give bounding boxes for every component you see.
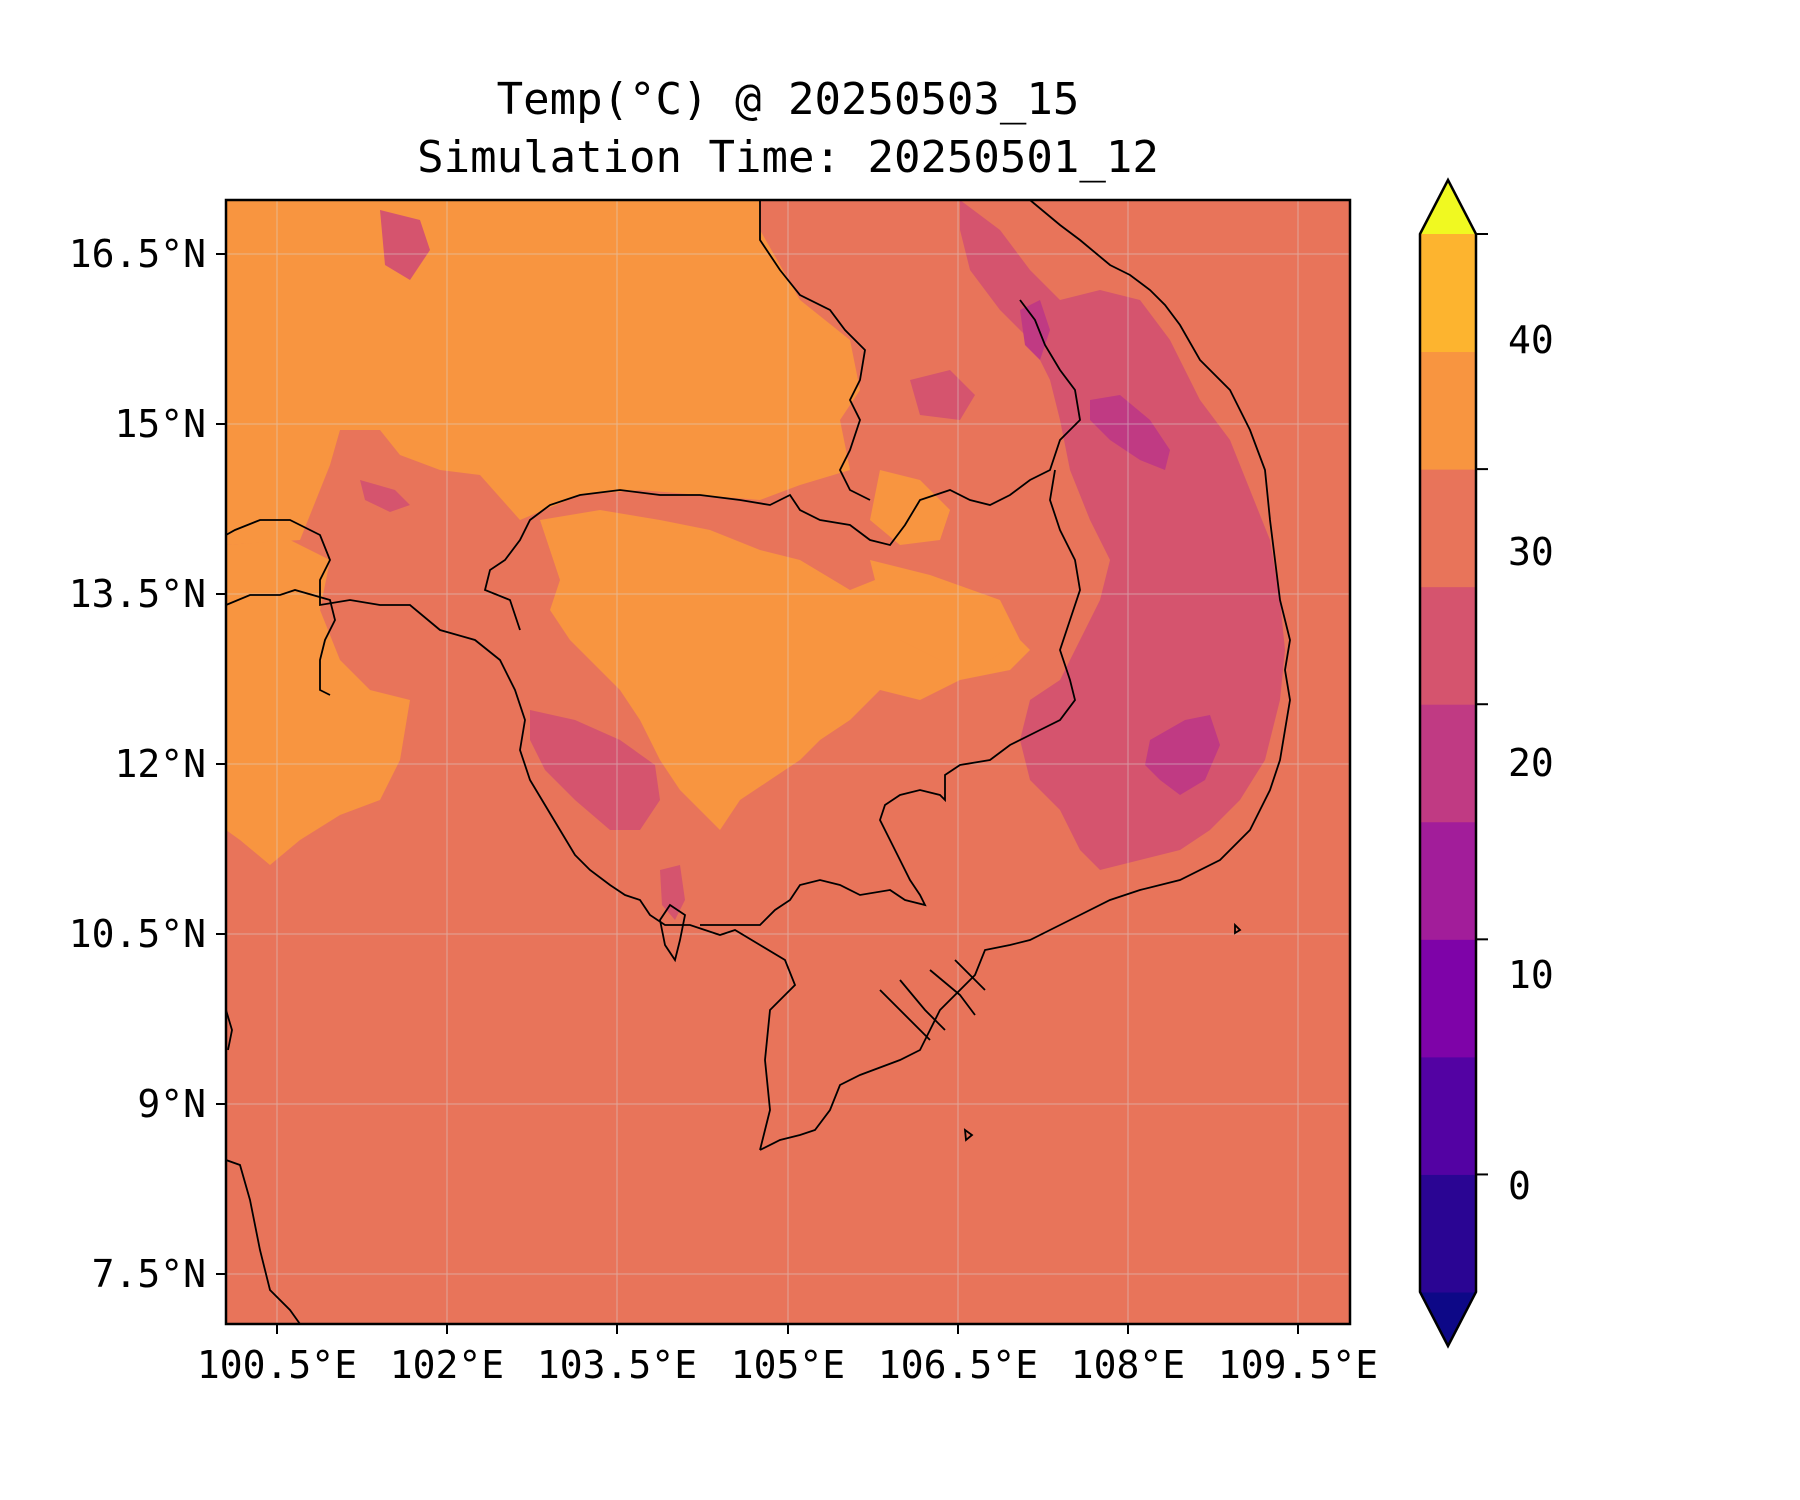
temp-band-30-35-north bbox=[226, 200, 860, 545]
vietnam-coastline bbox=[759, 200, 1291, 1151]
latitude-axis: 16.5°N 15°N 13.5°N 12°N 10.5°N 9°N 7.5°N bbox=[69, 232, 206, 1296]
colorbar-band bbox=[1420, 1174, 1476, 1293]
colorbar-outline bbox=[1418, 177, 1478, 1349]
lat-tick-label: 13.5°N bbox=[69, 572, 206, 616]
colorbar-band bbox=[1420, 939, 1476, 1058]
lat-tick-label: 7.5°N bbox=[92, 1252, 206, 1296]
lat-tick-label: 15°N bbox=[114, 402, 206, 446]
temp-band-30-35-east-patch bbox=[870, 470, 950, 545]
temp-band-20-25-north-strip bbox=[380, 210, 430, 280]
lat-tick-label: 16.5°N bbox=[69, 232, 206, 276]
islands bbox=[659, 903, 1242, 1142]
colorbar-tick-label: 40 bbox=[1508, 318, 1554, 362]
colorbar-tick-label: 0 bbox=[1508, 1164, 1531, 1208]
temp-band-30-35-small bbox=[870, 560, 1020, 660]
colorbar-tick-label: 30 bbox=[1508, 530, 1554, 574]
colorbar bbox=[1418, 177, 1488, 1349]
colorbar-tick-label: 10 bbox=[1508, 953, 1554, 997]
temp-band-20-25-east bbox=[960, 200, 1285, 870]
coastlines-and-borders bbox=[226, 200, 1291, 1324]
colorbar-extend-low bbox=[1420, 1292, 1476, 1346]
lat-tick-label: 12°N bbox=[114, 742, 206, 786]
colorbar-tick-label: 20 bbox=[1508, 741, 1554, 785]
temp-band-20-25-laos-patch bbox=[910, 370, 975, 420]
axis-tick-marks bbox=[216, 253, 1299, 1334]
peninsula-coastline bbox=[226, 1009, 301, 1324]
temp-band-20-25-patch bbox=[660, 865, 685, 920]
temp-band-30-35-west bbox=[226, 540, 410, 865]
thai-laos-border bbox=[759, 200, 871, 501]
cambodia-east-border bbox=[700, 469, 1081, 926]
gulf-coastline bbox=[226, 519, 797, 1151]
lon-tick-label: 105°E bbox=[731, 1343, 845, 1387]
map-gridlines bbox=[226, 200, 1350, 1324]
longitude-axis: 100.5°E 102°E 103.5°E 105°E 106.5°E 108°… bbox=[197, 1343, 1378, 1387]
myanmar-border bbox=[226, 589, 336, 696]
temp-band-20-25-cardamom bbox=[530, 710, 660, 830]
colorbar-band bbox=[1420, 234, 1476, 353]
map-title: Temp(°C) @ 20250503_15 bbox=[496, 74, 1080, 125]
cambodia-border bbox=[483, 299, 1081, 631]
temp-band-15-20-central-highlands bbox=[1145, 715, 1220, 795]
lon-tick-label: 109.5°E bbox=[1218, 1343, 1378, 1387]
colorbar-extend-high bbox=[1420, 180, 1476, 234]
colorbar-band bbox=[1420, 469, 1476, 588]
lon-tick-label: 106.5°E bbox=[878, 1343, 1038, 1387]
map-field bbox=[226, 200, 1350, 1324]
colorbar-band bbox=[1420, 351, 1476, 470]
temp-band-15-20-annamite bbox=[1090, 395, 1170, 470]
lon-tick-label: 102°E bbox=[390, 1343, 504, 1387]
temp-band-20-25-patch2 bbox=[360, 480, 410, 512]
colorbar-band bbox=[1420, 821, 1476, 940]
lat-tick-label: 9°N bbox=[137, 1082, 206, 1126]
temp-band-15-20-north-core bbox=[1020, 300, 1050, 360]
colorbar-band bbox=[1420, 704, 1476, 823]
lon-tick-label: 108°E bbox=[1071, 1343, 1185, 1387]
lat-tick-label: 10.5°N bbox=[69, 912, 206, 956]
colorbar-labels: 40 30 20 10 0 bbox=[1508, 318, 1554, 1208]
mekong-delta-channels bbox=[879, 959, 986, 1041]
lon-tick-label: 103.5°E bbox=[537, 1343, 697, 1387]
colorbar-band bbox=[1420, 1056, 1476, 1175]
colorbar-band bbox=[1420, 586, 1476, 705]
lon-tick-label: 100.5°E bbox=[197, 1343, 357, 1387]
map-subtitle: Simulation Time: 20250501_12 bbox=[417, 132, 1159, 183]
